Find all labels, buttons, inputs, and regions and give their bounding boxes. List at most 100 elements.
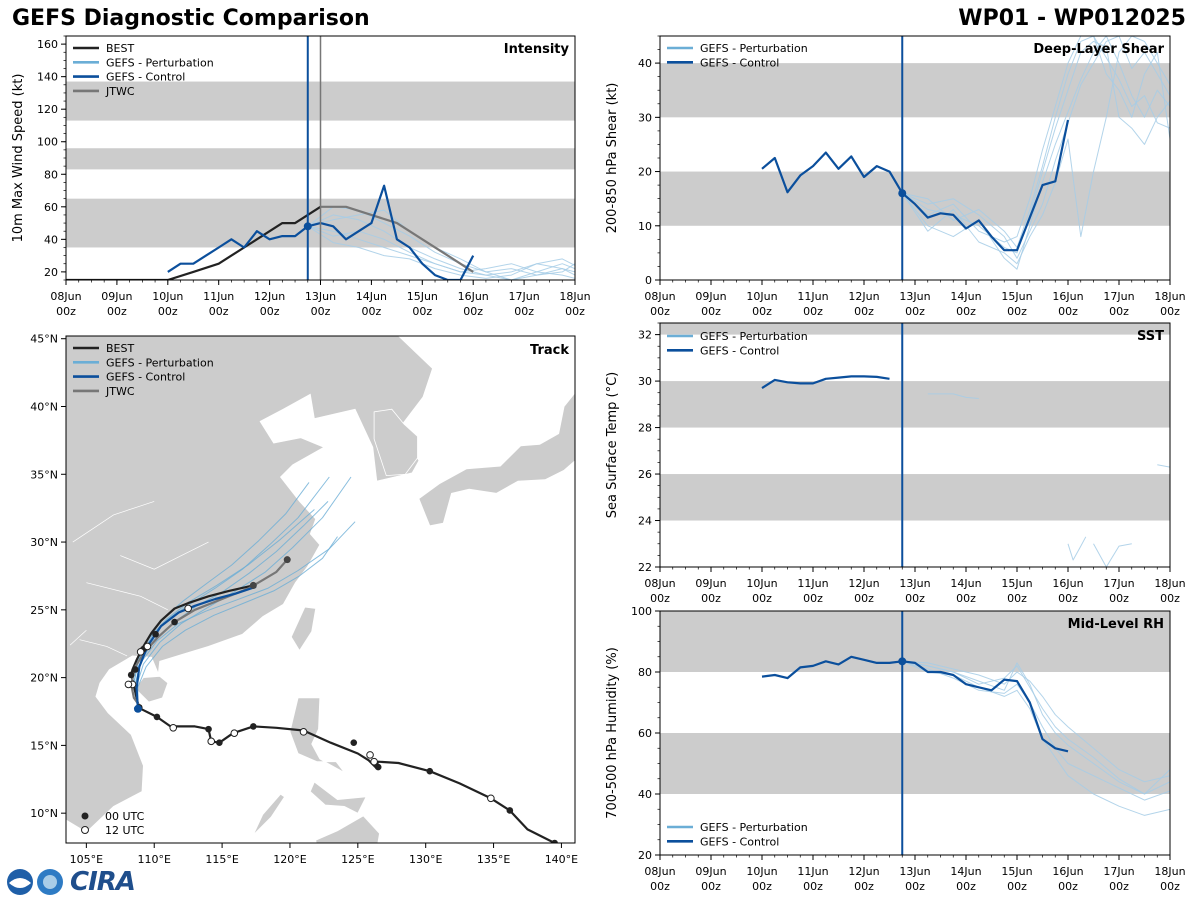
intensity-xtick-hour: 00z xyxy=(514,305,534,318)
sst-legend-label: GEFS - Control xyxy=(700,344,779,357)
track-best-line xyxy=(130,584,556,843)
sst-xtick-date: 09Jun xyxy=(695,577,726,590)
rh-xtick-date: 09Jun xyxy=(695,865,726,878)
track-frame xyxy=(65,335,576,844)
shear-xtick-hour: 00z xyxy=(803,305,823,318)
land-asia-mainland xyxy=(66,336,433,833)
track-dot-00utc xyxy=(216,739,223,746)
intensity-series-pert xyxy=(307,214,575,276)
land-palawan xyxy=(252,793,286,836)
intensity-xtick-date: 18Jun xyxy=(559,290,590,303)
intensity-xtick-hour: 00z xyxy=(412,305,432,318)
intensity-series-pert xyxy=(307,209,575,276)
land-hainan xyxy=(134,675,169,703)
track-map-area xyxy=(66,336,575,843)
rh-xtick-hour: 00z xyxy=(1109,880,1129,893)
track-dot-12utc xyxy=(487,794,495,803)
track-dot-12utc xyxy=(136,648,145,656)
rh-ytick-label: 40 xyxy=(638,788,652,801)
map-border-line xyxy=(72,501,155,543)
rh-panel-label: Mid-Level RH xyxy=(1068,617,1164,632)
intensity-xtick-hour: 00z xyxy=(158,305,178,318)
rh-xtick-date: 12Jun xyxy=(848,865,879,878)
shear-xtick-date: 13Jun xyxy=(899,290,930,303)
track-dot-00utc xyxy=(127,671,135,679)
shear-xtick-hour: 00z xyxy=(956,305,976,318)
sst-frame xyxy=(659,322,1171,568)
rh-ylabel: 700-500 hPa Humidity (%) xyxy=(605,647,620,819)
track-ytick-label: 35°N xyxy=(30,468,58,481)
track-dot-00utc xyxy=(171,618,178,626)
sst-xtick-hour: 00z xyxy=(1109,592,1129,605)
track-pert-line xyxy=(133,476,330,709)
intensity-series-jtwc xyxy=(320,205,474,273)
sst-ytick-label: 32 xyxy=(638,329,652,342)
track-legend-label: GEFS - Perturbation xyxy=(106,356,214,369)
intensity-ytick-label: 160 xyxy=(37,38,58,51)
rh-series-pert xyxy=(902,660,1170,783)
legend-dot-12utc xyxy=(81,826,89,834)
land-mindanao xyxy=(315,815,380,843)
rh-series-pert xyxy=(902,660,1170,795)
map-border-line xyxy=(79,639,128,657)
intensity-xtick-date: 11Jun xyxy=(203,290,234,303)
sst-xtick-hour: 00z xyxy=(956,592,976,605)
rh-xtick-date: 16Jun xyxy=(1052,865,1083,878)
shear-xtick-hour: 00z xyxy=(905,305,925,318)
intensity-xtick-hour: 00z xyxy=(260,305,280,318)
track-dot-jtwc xyxy=(249,581,257,589)
shear-xtick-date: 09Jun xyxy=(695,290,726,303)
track-xtick-label: 105°E xyxy=(70,853,103,866)
intensity-xtick-date: 08Jun xyxy=(50,290,81,303)
land-japan xyxy=(418,392,575,527)
intensity-xtick-hour: 00z xyxy=(565,305,585,318)
shear-shaded-band xyxy=(660,63,1170,118)
cira-logo: CIRA xyxy=(6,866,136,898)
legend-dot-00utc xyxy=(81,812,89,820)
track-legend-label: JTWC xyxy=(105,385,135,398)
rh-xtick-date: 11Jun xyxy=(797,865,828,878)
shear-xtick-date: 18Jun xyxy=(1154,290,1185,303)
sst-xtick-date: 13Jun xyxy=(899,577,930,590)
rh-xtick-date: 13Jun xyxy=(899,865,930,878)
intensity-ylabel: 10m Max Wind Speed (kt) xyxy=(11,74,26,243)
track-dot-12utc xyxy=(207,737,216,746)
rh-xtick-hour: 00z xyxy=(701,880,721,893)
intensity-ytick-label: 80 xyxy=(44,168,58,181)
track-dot-00utc xyxy=(153,713,161,721)
rh-xtick-hour: 00z xyxy=(650,880,670,893)
rh-ytick-label: 80 xyxy=(638,666,652,679)
rh-xtick-hour: 00z xyxy=(1007,880,1027,893)
track-dot-00utc xyxy=(131,666,139,673)
intensity-xtick-hour: 00z xyxy=(311,305,331,318)
rh-ytick-label: 20 xyxy=(638,849,652,862)
track-dot-jtwc xyxy=(283,556,291,564)
rh-shaded-band xyxy=(660,733,1170,794)
shear-xtick-hour: 00z xyxy=(854,305,874,318)
sst-xtick-hour: 00z xyxy=(752,592,772,605)
shear-xtick-date: 14Jun xyxy=(950,290,981,303)
track-dot-00utc xyxy=(374,763,382,771)
shear-xtick-date: 15Jun xyxy=(1001,290,1032,303)
track-xtick-label: 120°E xyxy=(273,853,306,866)
track-ytick-label: 40°N xyxy=(30,400,58,413)
track-control-line xyxy=(135,585,257,709)
intensity-ytick-label: 40 xyxy=(44,233,58,246)
sst-xtick-hour: 00z xyxy=(803,592,823,605)
sst-series-pert xyxy=(1093,543,1132,567)
sst-ylabel: Sea Surface Temp (°C) xyxy=(605,372,620,519)
track-ytick-label: 25°N xyxy=(30,604,58,617)
intensity-panel-label: Intensity xyxy=(504,42,570,57)
track-xtick-label: 130°E xyxy=(409,853,442,866)
map-border-line xyxy=(120,541,209,570)
sst-xtick-date: 12Jun xyxy=(848,577,879,590)
sst-ytick-label: 28 xyxy=(638,422,652,435)
sst-shaded-band xyxy=(660,381,1170,428)
track-dot-00utc xyxy=(551,839,558,843)
sst-series-pert xyxy=(1157,464,1170,468)
cira-logo-text: CIRA xyxy=(70,867,136,897)
rh-init-marker xyxy=(898,657,907,666)
track-legend-label: GEFS - Control xyxy=(106,371,185,384)
sst-ytick-label: 26 xyxy=(638,468,652,481)
shear-xtick-hour: 00z xyxy=(752,305,772,318)
